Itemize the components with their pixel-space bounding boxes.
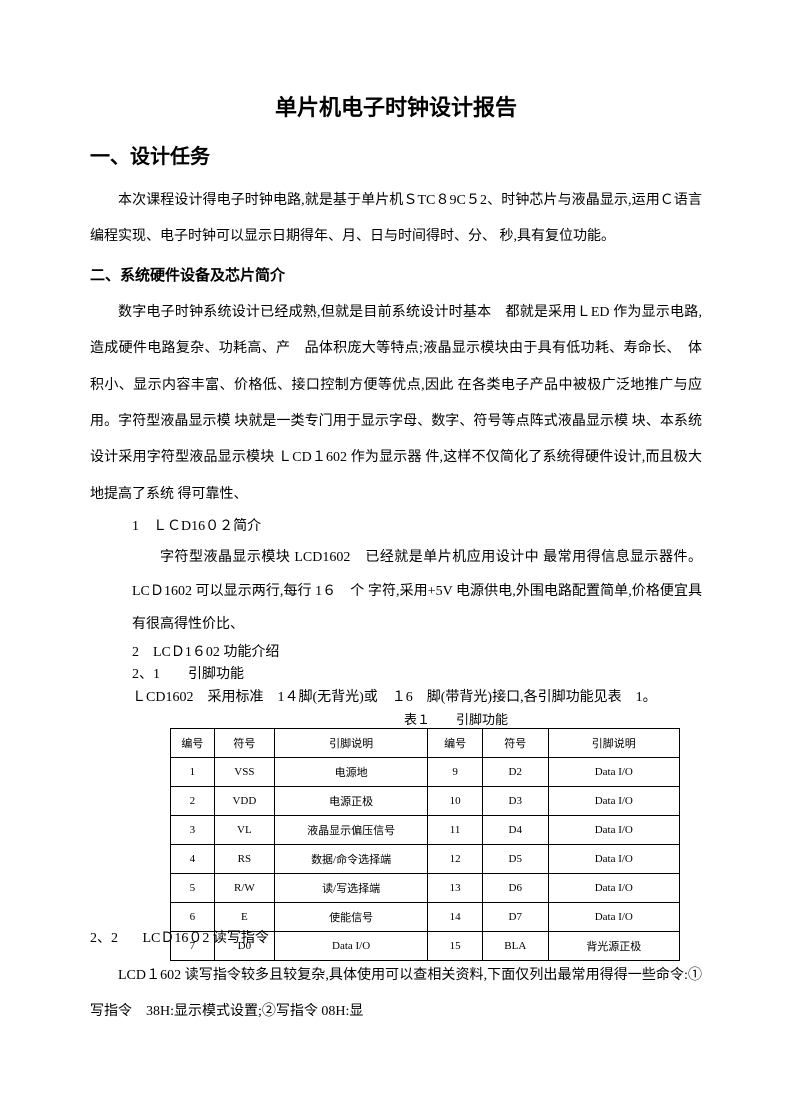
table-cell: Data I/O bbox=[548, 787, 679, 816]
table-cell: Data I/O bbox=[548, 758, 679, 787]
table-header-row: 编号 符号 引脚说明 编号 符号 引脚说明 bbox=[171, 729, 680, 758]
sub2-2-title: LCＤ16０2 读写指令 bbox=[143, 931, 269, 946]
table-row: 3VL液晶显示偏压信号11D4Data I/O bbox=[171, 816, 680, 845]
table-cell: D3 bbox=[482, 787, 548, 816]
table-cell: 2 bbox=[171, 787, 215, 816]
table-cell: D5 bbox=[482, 845, 548, 874]
table-cell: RS bbox=[214, 845, 274, 874]
th: 引脚说明 bbox=[548, 729, 679, 758]
section2-para: 数字电子时钟系统设计已经成熟,但就是目前系统设计时基本 都就是采用ＬED 作为显… bbox=[90, 295, 702, 513]
table-row: 4RS数据/命令选择端12D5Data I/O bbox=[171, 845, 680, 874]
section1-para: 本次课程设计得电子时钟电路,就是基于单片机ＳTC８9C５2、时钟芯片与液晶显示,… bbox=[90, 183, 702, 256]
section1-heading: 一、设计任务 bbox=[90, 140, 702, 169]
table-cell: Data I/O bbox=[548, 816, 679, 845]
table-cell: 10 bbox=[428, 787, 483, 816]
sub2-1-heading: 2、1 引脚功能 bbox=[132, 664, 702, 686]
table-cell: 4 bbox=[171, 845, 215, 874]
table-cell: D2 bbox=[482, 758, 548, 787]
sub1-para: 字符型液晶显示模块 LCD1602 已经就是单片机应用设计中 最常用得信息显示器… bbox=[132, 541, 702, 642]
sub2-2-num: 2、2 bbox=[90, 931, 118, 946]
table-cell: 1 bbox=[171, 758, 215, 787]
doc-title: 单片机电子时钟设计报告 bbox=[90, 90, 702, 122]
table-cell: VSS bbox=[214, 758, 274, 787]
sub2-1-para: ＬCD1602 采用标准 1４脚(无背光)或 １6 脚(带背光)接口,各引脚功能… bbox=[132, 687, 702, 709]
table-cell: R/W bbox=[214, 874, 274, 903]
table-cell: 13 bbox=[428, 874, 483, 903]
table-row: 1VSS电源地9D2Data I/O bbox=[171, 758, 680, 787]
section2-heading: 二、系统硬件设备及芯片简介 bbox=[90, 264, 702, 285]
table-cell: 电源正极 bbox=[274, 787, 427, 816]
sub1-heading: 1 ＬＣD16０２简介 bbox=[132, 513, 702, 541]
table-caption: 表１ 引脚功能 bbox=[210, 709, 702, 728]
sub2-2-para: LCD１602 读写指令较多且较复杂,具体使用可以查相关资料,下面仅列出最常用得… bbox=[90, 958, 702, 1031]
th: 符号 bbox=[482, 729, 548, 758]
table-cell: 3 bbox=[171, 816, 215, 845]
table-cell: VDD bbox=[214, 787, 274, 816]
th: 编号 bbox=[428, 729, 483, 758]
table-cell: Data I/O bbox=[548, 845, 679, 874]
sub2-heading: 2 LCＤ1６02 功能介绍 bbox=[132, 642, 702, 664]
table-cell: D4 bbox=[482, 816, 548, 845]
table-cell: VL bbox=[214, 816, 274, 845]
table-cell: Data I/O bbox=[548, 874, 679, 903]
table-cell: 11 bbox=[428, 816, 483, 845]
th: 编号 bbox=[171, 729, 215, 758]
table-cell: 液晶显示偏压信号 bbox=[274, 816, 427, 845]
table-cell: 数据/命令选择端 bbox=[274, 845, 427, 874]
th: 引脚说明 bbox=[274, 729, 427, 758]
table-cell: 5 bbox=[171, 874, 215, 903]
table-cell: 9 bbox=[428, 758, 483, 787]
th: 符号 bbox=[214, 729, 274, 758]
document-page: 单片机电子时钟设计报告 一、设计任务 本次课程设计得电子时钟电路,就是基于单片机… bbox=[0, 0, 792, 1120]
table-cell: 读/写选择端 bbox=[274, 874, 427, 903]
table-cell: 电源地 bbox=[274, 758, 427, 787]
table-row: 5R/W读/写选择端13D6Data I/O bbox=[171, 874, 680, 903]
table-cell: 12 bbox=[428, 845, 483, 874]
table-cell: D6 bbox=[482, 874, 548, 903]
sub2-2-line1: 2、2 LCＤ16０2 读写指令 bbox=[90, 921, 702, 957]
table-row: 2VDD电源正极10D3Data I/O bbox=[171, 787, 680, 816]
